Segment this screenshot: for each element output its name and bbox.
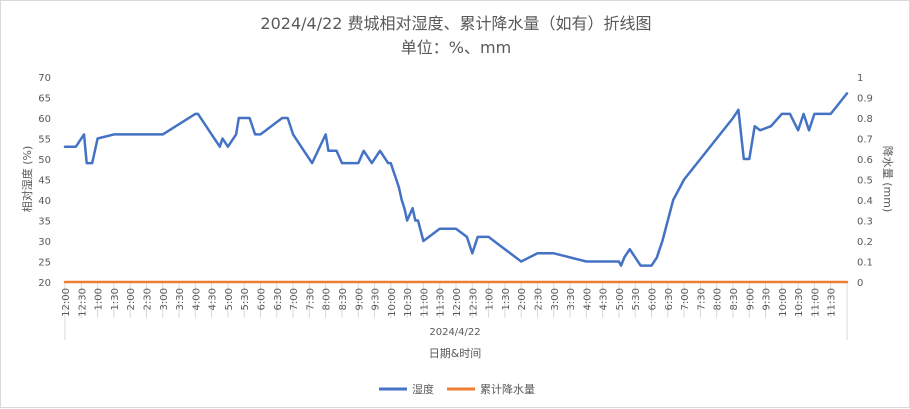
y-tick-label: 65 (38, 94, 51, 105)
y2-tick-label: 0.7 (857, 135, 873, 146)
x-tick-label: 4:00 (582, 288, 593, 310)
x-tick-label: 7:00 (289, 288, 300, 310)
y-tick-label: 20 (38, 278, 51, 289)
y-tick-label: 70 (38, 73, 51, 84)
x-tick-label: 8:30 (338, 288, 349, 310)
y2-tick-label: 0.2 (857, 237, 873, 248)
x-axis-title: 日期&时间 (429, 347, 482, 360)
x-tick-label: 8:00 (713, 288, 724, 310)
x-tick-label: 12:30 (77, 288, 88, 317)
x-tick-label: 1:30 (501, 288, 512, 310)
x-tick-label: 5:00 (615, 288, 626, 310)
y-tick-label: 60 (38, 114, 51, 125)
x-tick-label: 1:00 (94, 288, 105, 310)
legend-label-humidity: 湿度 (412, 382, 434, 396)
y-axis-right: 0 0.1 0.2 0.3 0.4 0.5 0.6 0.7 0.8 0.9 1 (857, 73, 873, 289)
x-tick-label: 3:30 (175, 288, 186, 310)
x-tick-label: 10:30 (794, 288, 805, 317)
y2-tick-label: 0.4 (857, 196, 873, 207)
x-group-label: 2024/4/22 (429, 327, 480, 338)
y-axis-title: 相对湿度 (%) (20, 146, 34, 213)
x-tick-label: 4:30 (599, 288, 610, 310)
x-tick-label: 2:30 (533, 288, 544, 310)
y2-tick-label: 0.9 (857, 94, 873, 105)
y-tick-label: 35 (38, 217, 51, 228)
y-tick-label: 50 (38, 155, 51, 166)
x-tick-label: 11:30 (827, 288, 838, 317)
x-tick-label: 6:00 (257, 288, 268, 310)
x-tick-label: 6:30 (664, 288, 675, 310)
x-tick-label: 10:00 (778, 288, 789, 317)
x-tick-label: 2:30 (142, 288, 153, 310)
x-tick-label: 2:00 (517, 288, 528, 310)
y-tick-label: 55 (38, 135, 51, 146)
x-tick-label: 11:00 (419, 288, 430, 317)
x-tick-label: 8:00 (322, 288, 333, 310)
x-axis: 12:00 12:30 1:00 1:30 2:00 2:30 3:00 3:30 4:00 4:… (61, 281, 848, 340)
x-tick-label: 12:30 (468, 288, 479, 317)
x-tick-label: 6:30 (273, 288, 284, 310)
x-tick-label: 7:30 (696, 288, 707, 310)
x-tick-label: 7:30 (305, 288, 316, 310)
y-axis-left: 20 25 30 35 40 45 50 55 60 65 70 (38, 73, 51, 289)
legend-label-precip: 累计降水量 (480, 382, 535, 396)
x-tick-label: 3:00 (159, 288, 170, 310)
y2-tick-label: 1 (857, 73, 863, 84)
x-tick-label: 9:30 (762, 288, 773, 310)
legend: 湿度 累计降水量 (379, 382, 535, 396)
x-tick-label: 12:00 (452, 288, 463, 317)
x-tick-label: 3:00 (550, 288, 561, 310)
series-line-humidity (63, 92, 849, 267)
x-tick-label: 5:30 (240, 288, 251, 310)
x-tick-label: 10:00 (387, 288, 398, 317)
y2-axis-title: 降水量 (mm) (881, 146, 895, 213)
x-tick-label: 9:00 (745, 288, 756, 310)
x-tick-label: 5:00 (224, 288, 235, 310)
x-tick-label: 7:00 (680, 288, 691, 310)
x-tick-label: 4:30 (208, 288, 219, 310)
y2-tick-label: 0.6 (857, 155, 873, 166)
plot-area (63, 92, 849, 284)
chart-title: 2024/4/22 费城相对湿度、累计降水量（如有）折线图 (260, 14, 651, 33)
x-tick-label: 10:30 (403, 288, 414, 317)
x-tick-label: 4:00 (191, 288, 202, 310)
x-tick-label: 1:30 (110, 288, 121, 310)
y2-tick-label: 0 (857, 278, 863, 289)
chart-subtitle: 单位：%、mm (401, 38, 511, 57)
x-tick-label: 11:30 (436, 288, 447, 317)
y-tick-label: 40 (38, 196, 51, 207)
y2-tick-label: 0.8 (857, 114, 873, 125)
y2-tick-label: 0.5 (857, 176, 873, 187)
x-tick-label: 9:30 (371, 288, 382, 310)
y2-tick-label: 0.1 (857, 258, 873, 269)
x-tick-label: 11:00 (810, 288, 821, 317)
x-tick-label: 9:00 (354, 288, 365, 310)
x-tick-label: 5:30 (631, 288, 642, 310)
x-tick-label: 3:30 (566, 288, 577, 310)
y-tick-label: 25 (38, 258, 51, 269)
y2-tick-label: 0.3 (857, 217, 873, 228)
x-tick-label: 6:00 (648, 288, 659, 310)
y-tick-label: 30 (38, 237, 51, 248)
x-tick-label: 12:00 (61, 288, 72, 317)
x-tick-label: 8:30 (729, 288, 740, 310)
y-tick-label: 45 (38, 176, 51, 187)
x-tick-label: 1:00 (485, 288, 496, 310)
x-tick-label: 2:00 (126, 288, 137, 310)
